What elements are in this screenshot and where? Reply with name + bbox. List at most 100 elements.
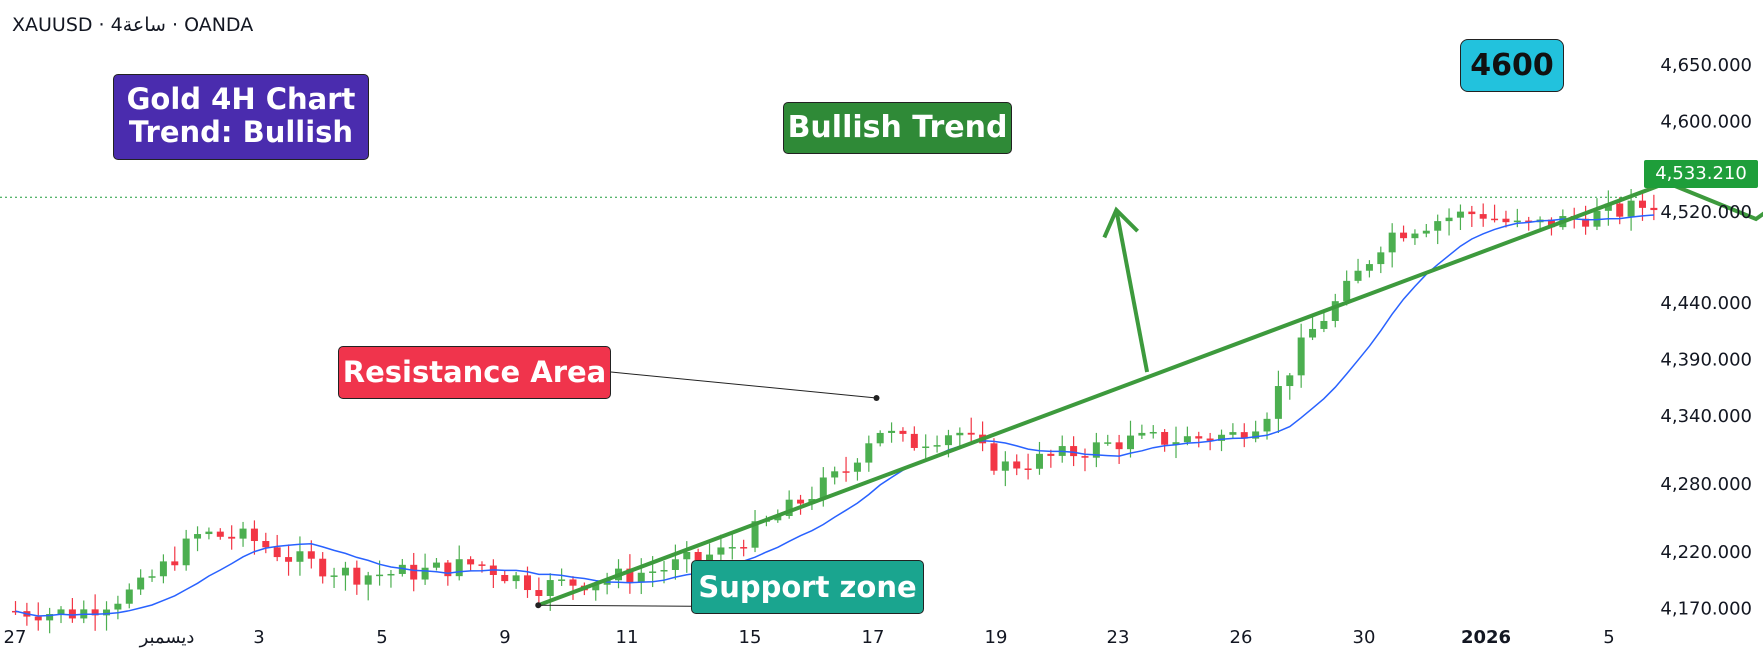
candle-body [1240, 432, 1248, 439]
candle-body [1013, 461, 1021, 469]
bullish-arrow-shaft [1114, 209, 1150, 373]
candle-body [1274, 386, 1282, 419]
candle-body [330, 575, 338, 577]
candle-body [922, 446, 930, 449]
candle-body [535, 590, 543, 596]
chart-title-line2: Trend: Bullish [128, 115, 354, 149]
candle-body [228, 536, 236, 539]
x-tick-label: 5 [376, 627, 387, 648]
candle-body [944, 435, 952, 446]
candle-body [216, 531, 224, 537]
candle-body [956, 432, 964, 436]
candle-body [1115, 442, 1123, 450]
candle-body [307, 551, 315, 559]
x-tick-label: 11 [616, 627, 639, 648]
bullish-trend-label: Bullish Trend [783, 102, 1012, 154]
y-tick-label: 4,170.000 [1660, 599, 1752, 620]
current-price-badge: 4,533.210 [1644, 160, 1758, 188]
candle-body [421, 567, 429, 580]
candle-body [831, 471, 839, 478]
support-point [535, 602, 542, 609]
candle-body [148, 576, 156, 578]
candle-body [569, 579, 577, 586]
resistance-point [873, 395, 880, 402]
candle-body [1138, 432, 1146, 436]
candle-body [1092, 442, 1100, 458]
support-connector [538, 604, 692, 607]
candle-body [364, 575, 372, 585]
candle-body [592, 584, 600, 591]
bullish-arrowhead [1102, 206, 1140, 239]
projection-path [1669, 182, 1763, 222]
candle-body [876, 432, 884, 444]
candle-body [797, 499, 805, 504]
candle-body [819, 477, 827, 499]
candle-body [239, 528, 247, 539]
candle-body [740, 547, 748, 549]
candle-body [1001, 461, 1009, 471]
candle-body [1638, 200, 1646, 208]
candle-body [1252, 431, 1260, 439]
candle-body [1126, 435, 1134, 450]
candle-body [444, 562, 452, 577]
candle-body [853, 462, 861, 472]
candle-body [46, 614, 54, 621]
x-tick-label: 9 [499, 627, 510, 648]
candle-body [182, 538, 190, 566]
candle-body [478, 564, 486, 566]
candle-body [1218, 434, 1226, 441]
x-tick-label: 5 [1603, 627, 1614, 648]
candle-body [558, 579, 566, 581]
candle-body [398, 564, 406, 574]
y-tick-label: 4,520.000 [1660, 202, 1752, 223]
candle-body [171, 561, 179, 566]
candle-body [319, 558, 327, 577]
candle-body [194, 534, 202, 539]
y-tick-label: 4,440.000 [1660, 293, 1752, 314]
candle-body [842, 471, 850, 473]
candle-body [1627, 200, 1635, 217]
candle-body [649, 571, 657, 573]
candle-body [774, 516, 782, 521]
candle-body [1331, 301, 1339, 321]
y-tick-label: 4,390.000 [1660, 349, 1752, 370]
candle-body [1024, 468, 1032, 470]
candle-body [432, 562, 440, 568]
candle-body [1445, 217, 1453, 222]
moving-average-line [15, 214, 1654, 617]
candle-body [546, 580, 554, 596]
x-tick-label: 19 [985, 627, 1008, 648]
candle-body [1411, 233, 1419, 239]
candle-body [273, 547, 281, 558]
candle-body [1365, 264, 1373, 271]
candle-body [1104, 442, 1112, 444]
candle-body [1354, 270, 1362, 281]
y-tick-label: 4,280.000 [1660, 474, 1752, 495]
x-tick-label: 17 [862, 627, 885, 648]
candle-body [1286, 375, 1294, 387]
resistance-label: Resistance Area [338, 346, 611, 399]
candle-body [68, 609, 76, 619]
candle-body [1081, 456, 1089, 458]
x-tick-label: 15 [739, 627, 762, 648]
x-tick-label: ديسمبر [139, 627, 195, 648]
candle-body [387, 573, 395, 576]
candle-body [1149, 431, 1157, 434]
candle-body [1263, 418, 1271, 432]
candle-body [1422, 230, 1430, 234]
candle-body [967, 432, 975, 435]
candle-body [888, 430, 896, 433]
candle-body [103, 609, 111, 616]
chart-title-box: Gold 4H Chart Trend: Bullish [113, 74, 369, 160]
candle-body [1206, 438, 1214, 441]
y-tick-label: 4,600.000 [1660, 112, 1752, 133]
candle-body [1070, 446, 1078, 457]
candle-body [1582, 218, 1590, 227]
candle-body [865, 443, 873, 463]
y-tick-label: 4,650.000 [1660, 55, 1752, 76]
candle-body [1035, 453, 1043, 469]
candle-body [785, 499, 793, 517]
candle-body [1297, 337, 1305, 376]
